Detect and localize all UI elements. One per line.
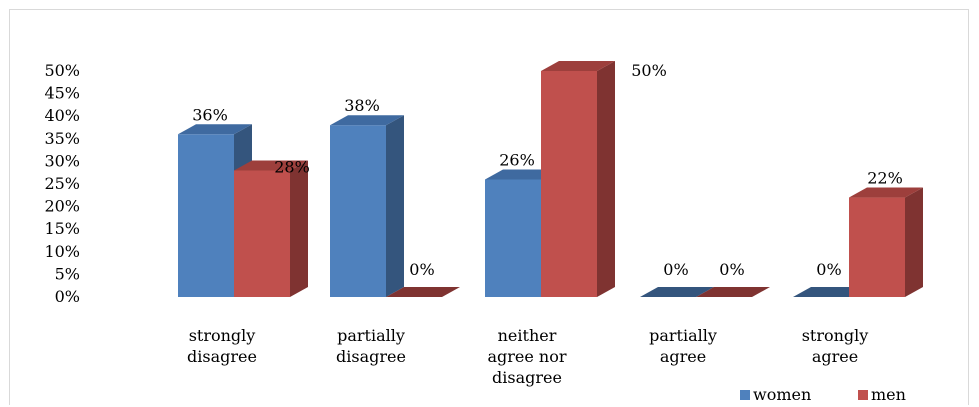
category-label-line: agree nor <box>487 347 566 366</box>
y-tick-label: 35% <box>44 129 80 148</box>
data-label-men: 0% <box>719 260 744 279</box>
y-tick-label: 50% <box>44 61 80 80</box>
bar-men <box>696 287 770 297</box>
category-label: strongly agree <box>802 326 869 366</box>
y-tick-label: 20% <box>44 197 80 216</box>
data-label-men: 50% <box>631 61 667 80</box>
bar-women <box>793 287 867 297</box>
bar-front <box>330 125 386 298</box>
category-label-line: neither <box>498 326 557 345</box>
y-tick-label: 0% <box>55 287 80 306</box>
bar-top <box>485 169 559 180</box>
bars <box>178 61 923 298</box>
category-label: partially disagree <box>336 326 406 366</box>
category-label-line: disagree <box>336 347 406 366</box>
bar-side <box>386 115 404 298</box>
y-tick-label: 40% <box>44 106 80 125</box>
bar-front <box>178 134 234 297</box>
y-tick-label: 5% <box>55 264 80 283</box>
category-label: strongly disagree <box>187 326 257 366</box>
bar-top <box>849 187 923 198</box>
bar-men <box>386 287 460 297</box>
category-label-line: disagree <box>187 347 257 366</box>
legend-item-women: women <box>740 385 811 404</box>
y-tick-label: 10% <box>44 242 80 261</box>
bar-men <box>234 160 308 297</box>
category-label: partially agree <box>649 326 717 366</box>
category-label-line: strongly <box>802 326 869 345</box>
legend-label: men <box>871 385 906 404</box>
bar-top <box>793 287 867 297</box>
data-label-men: 22% <box>867 169 903 188</box>
bar-side <box>905 187 923 297</box>
y-tick-label: 45% <box>44 84 80 103</box>
y-tick-label: 15% <box>44 219 80 238</box>
legend-swatch <box>740 390 750 400</box>
data-label-men: 28% <box>274 157 310 176</box>
category-label: neither agree nor disagree <box>487 326 566 387</box>
data-label-women: 36% <box>192 105 228 124</box>
bar-front <box>849 197 905 297</box>
data-label-women: 0% <box>663 260 688 279</box>
bar-front <box>485 179 541 297</box>
bar-side <box>290 160 308 297</box>
bar-women <box>330 115 404 298</box>
chart-frame <box>9 9 969 405</box>
bar-top <box>541 61 615 71</box>
category-label-line: agree <box>660 347 706 366</box>
legend: women men <box>740 385 906 404</box>
data-labels: 36% 28% 38% 0% 26% 50% 0% 0% 0% 22% <box>192 61 903 279</box>
bar-front <box>541 71 597 297</box>
legend-label: women <box>753 385 811 404</box>
data-label-men: 0% <box>409 260 434 279</box>
bar-men <box>541 61 615 297</box>
bar-men <box>849 187 923 297</box>
category-label-line: partially <box>337 326 405 345</box>
bar-top <box>234 160 308 171</box>
legend-item-men: men <box>858 385 906 404</box>
bar-top <box>330 115 404 126</box>
category-label-line: strongly <box>189 326 256 345</box>
bar-top <box>696 287 770 297</box>
legend-swatch <box>858 390 868 400</box>
bar-top <box>178 124 252 135</box>
bar-top <box>386 287 460 297</box>
bar-women <box>640 287 714 297</box>
category-label-line: agree <box>812 347 858 366</box>
bar-top <box>640 287 714 297</box>
category-label-line: partially <box>649 326 717 345</box>
y-axis: 0% 5% 10% 15% 20% 25% 30% 35% 40% 45% 50% <box>44 61 80 306</box>
y-tick-label: 30% <box>44 151 80 170</box>
data-label-women: 0% <box>816 260 841 279</box>
bar-front <box>234 170 290 297</box>
y-tick-label: 25% <box>44 174 80 193</box>
data-label-women: 38% <box>344 96 380 115</box>
bar-side <box>597 61 615 297</box>
category-label-line: disagree <box>492 368 562 387</box>
data-label-women: 26% <box>499 150 535 169</box>
